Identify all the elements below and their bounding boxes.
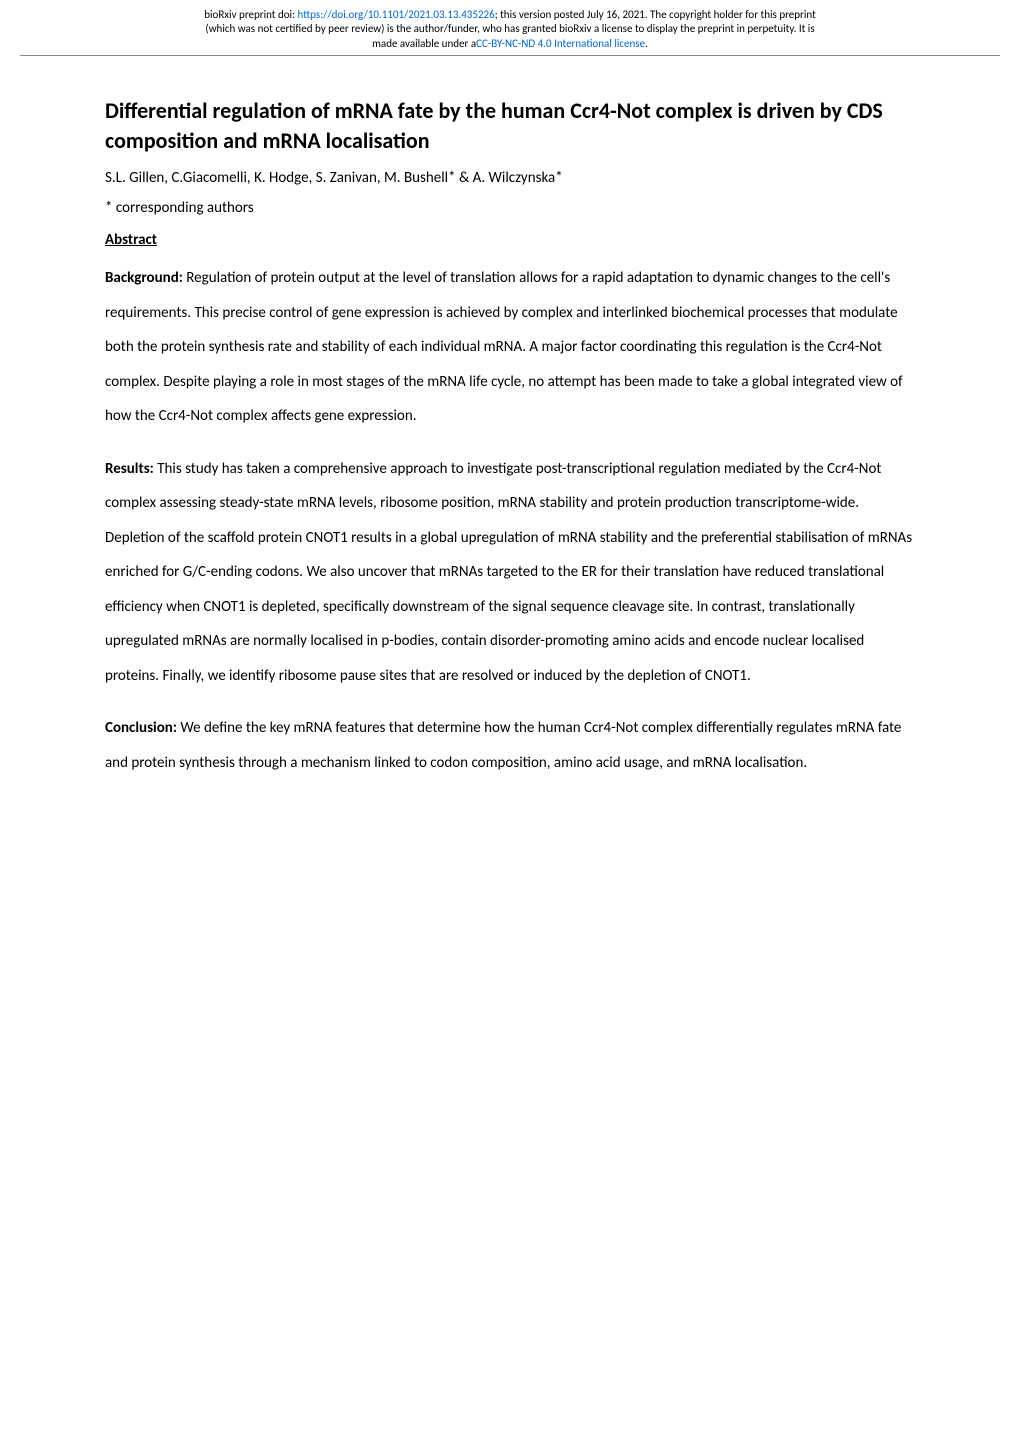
header-line3-suffix: . [645,37,648,50]
header-divider [20,55,1000,56]
background-section: Background: Regulation of protein output… [105,261,915,434]
authors-list: S.L. Gillen, C.Giacomelli, K. Hodge, S. … [105,169,915,187]
conclusion-label: Conclusion: [105,719,180,737]
header-prefix: bioRxiv preprint doi: [204,8,297,21]
conclusion-text: We define the key mRNA features that det… [105,719,901,772]
paper-title: Differential regulation of mRNA fate by … [105,96,915,155]
doi-link[interactable]: https://doi.org/10.1101/2021.03.13.43522… [298,8,495,21]
results-text: This study has taken a comprehensive app… [105,460,912,685]
abstract-heading: Abstract [105,231,915,249]
header-suffix-1: ; this version posted July 16, 2021. The… [495,8,816,21]
preprint-header: bioRxiv preprint doi: https://doi.org/10… [0,0,1020,55]
header-line2: (which was not certified by peer review)… [205,22,814,35]
main-content: Differential regulation of mRNA fate by … [0,96,1020,780]
background-label: Background: [105,269,186,287]
corresponding-note: * corresponding authors [105,199,915,217]
header-line3-prefix: made available under a [372,37,476,50]
background-text: Regulation of protein output at the leve… [105,269,903,425]
conclusion-section: Conclusion: We define the key mRNA featu… [105,711,915,780]
license-link[interactable]: CC-BY-NC-ND 4.0 International license [476,37,645,50]
results-section: Results: This study has taken a comprehe… [105,452,915,694]
results-label: Results: [105,460,157,478]
